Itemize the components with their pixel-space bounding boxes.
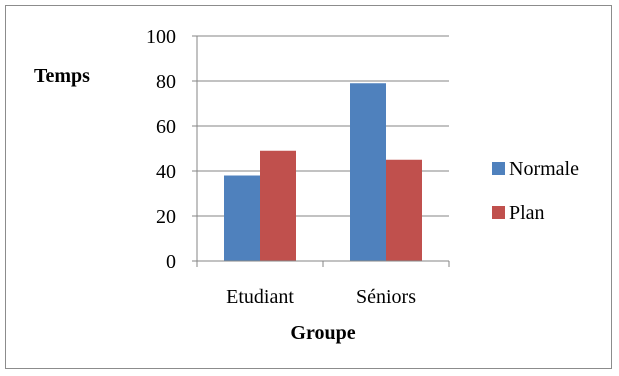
y-tick-label: 100: [146, 26, 176, 48]
x-tick-labels: Etudiant Séniors: [196, 261, 450, 308]
bars: [224, 83, 422, 261]
x-tick-label: Etudiant: [226, 286, 294, 308]
x-tick-label: Séniors: [356, 286, 416, 308]
legend: Normale Plan: [492, 158, 579, 224]
y-axis-title: Temps: [34, 65, 90, 87]
bar-normale-2: [350, 83, 386, 261]
y-tick-label: 20: [156, 206, 176, 228]
chart-area: [5, 5, 612, 369]
y-tick-label: 60: [156, 116, 176, 138]
y-tick-label: 40: [156, 161, 176, 183]
legend-swatch-normale: [492, 162, 505, 175]
legend-swatch-plan: [492, 206, 505, 219]
bar-plan-1: [260, 150, 296, 261]
legend-label-normale: Normale: [509, 158, 579, 180]
x-axis-title: Groupe: [290, 322, 355, 344]
y-tick-label: 80: [156, 71, 176, 93]
y-tick-labels: 0 20 40 60 80 100: [146, 26, 197, 273]
y-tick-label: 0: [166, 251, 176, 273]
bar-normale-1: [224, 175, 260, 261]
bar-plan-2: [386, 159, 422, 261]
legend-label-plan: Plan: [509, 202, 545, 224]
